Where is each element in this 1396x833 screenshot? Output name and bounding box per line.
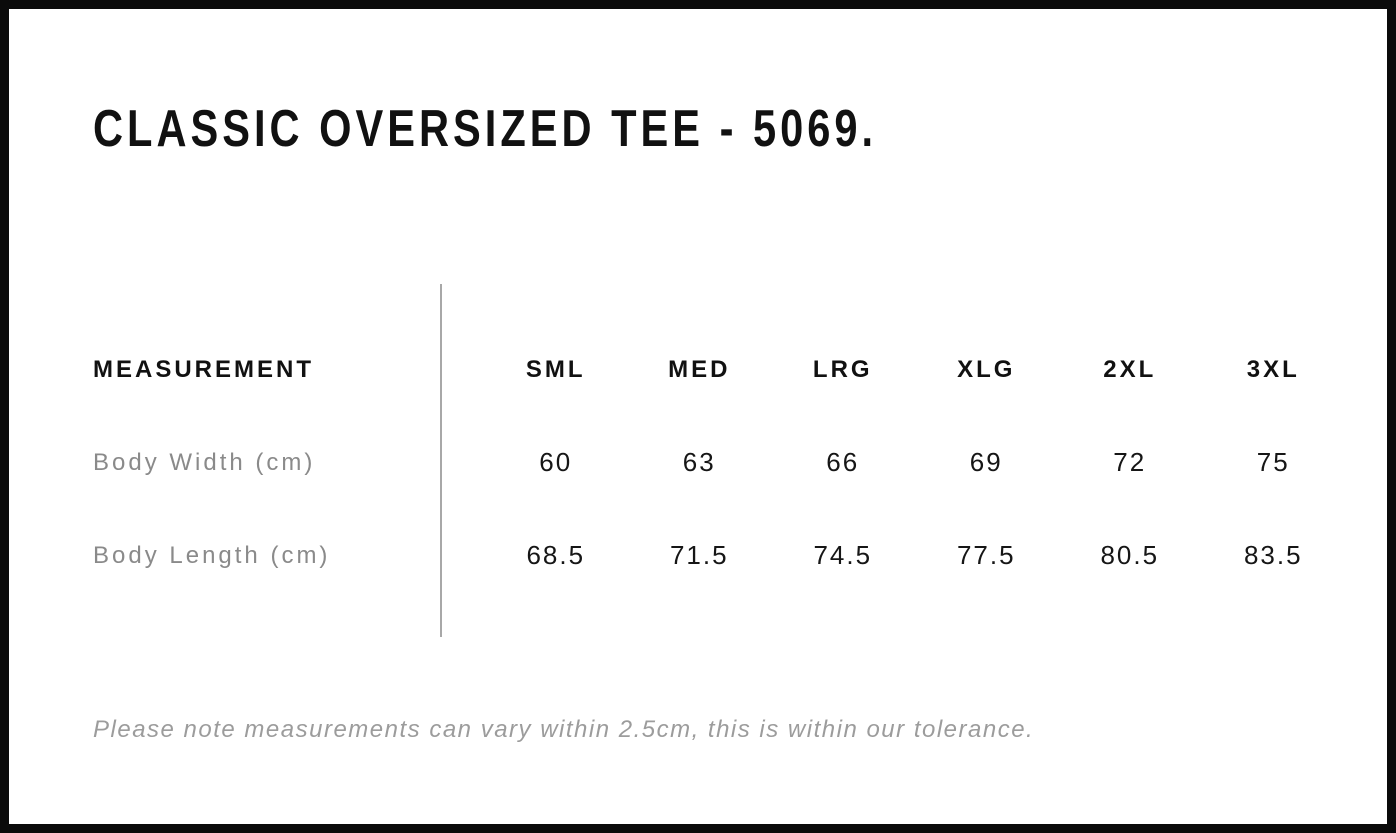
column-header-xlg: XLG <box>957 355 1016 383</box>
column-header-sml: SML <box>525 355 586 383</box>
value-cell: 74.5 <box>813 540 873 570</box>
value-cell: 68.5 <box>526 540 586 570</box>
value-cell: 60 <box>539 447 573 477</box>
column-header-lrg: LRG <box>812 355 873 383</box>
column-header-2xl: 2XL <box>1103 355 1157 383</box>
tolerance-note: Please note measurements can vary within… <box>93 716 1035 743</box>
value-cell: 72 <box>1113 447 1147 477</box>
table-divider-line <box>440 284 442 637</box>
size-chart-table: MEASUREMENT SML MED LRG XLG 2XL 3XL Body… <box>93 323 1345 602</box>
value-cell: 66 <box>826 447 860 477</box>
row-label-body-width: Body Width (cm) <box>93 448 316 476</box>
table-row-body-width: Body Width (cm) 60 63 66 69 72 75 <box>93 416 1345 509</box>
table-row-body-length: Body Length (cm) 68.5 71.5 74.5 77.5 80.… <box>93 509 1345 602</box>
page-title: CLASSIC OVERSIZED TEE - 5069. <box>93 100 878 158</box>
value-cell: 83.5 <box>1243 540 1303 570</box>
column-header-measurement: MEASUREMENT <box>93 355 315 383</box>
row-label-body-length: Body Length (cm) <box>93 541 331 569</box>
table-header-row: MEASUREMENT SML MED LRG XLG 2XL 3XL <box>93 323 1345 416</box>
value-cell: 77.5 <box>956 540 1016 570</box>
value-cell: 69 <box>969 447 1003 477</box>
value-cell: 63 <box>682 447 716 477</box>
value-cell: 71.5 <box>669 540 729 570</box>
column-header-3xl: 3XL <box>1246 355 1300 383</box>
value-cell: 75 <box>1256 447 1290 477</box>
value-cell: 80.5 <box>1100 540 1160 570</box>
column-header-med: MED <box>668 355 731 383</box>
